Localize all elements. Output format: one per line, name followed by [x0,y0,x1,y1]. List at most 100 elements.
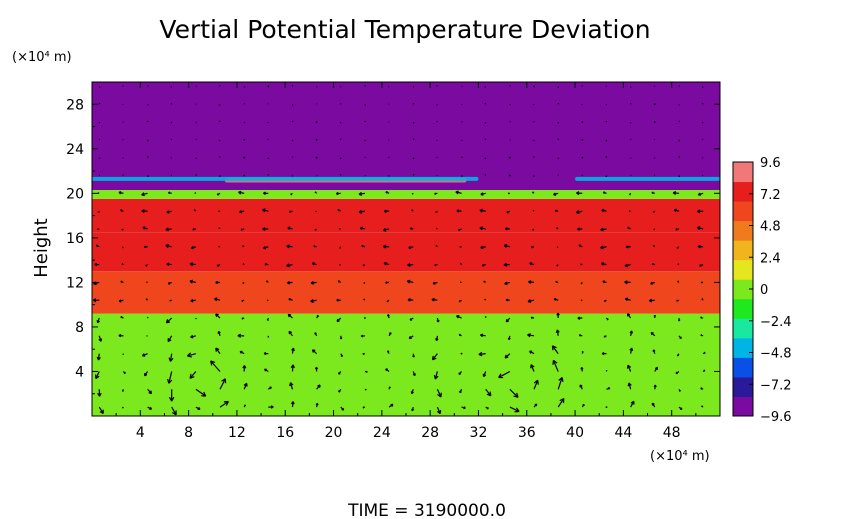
wind-vector [408,335,414,340]
colorbar-swatch [733,162,753,183]
wind-vector [606,317,609,321]
colorbar-swatch [733,298,753,319]
wind-vector [557,102,560,105]
wind-vector [507,192,510,195]
wind-vector [504,353,511,359]
wind-vector [315,138,318,141]
wind-vector [412,157,415,160]
wind-vector [339,263,341,266]
colorbar-tick-label: 9.6 [760,156,781,171]
wind-vector [266,299,269,302]
wind-vector [581,138,584,141]
wind-vector [165,227,172,232]
wind-vector [678,120,681,123]
wind-vector [286,263,293,268]
wind-vector [553,297,559,301]
wind-vector [144,245,148,249]
wind-vector [507,335,511,341]
wind-vector [407,298,414,302]
wind-vector [388,386,391,390]
wind-vector [504,227,510,231]
wind-vector [358,191,366,196]
wind-vector [412,371,416,377]
wind-vector [166,262,172,266]
wind-vector [630,86,632,89]
wind-vector [362,352,366,356]
wind-vector [168,353,174,362]
wind-vector [626,364,632,372]
wind-vector [98,86,101,89]
wind-vector [316,314,319,319]
wind-vector [431,297,438,302]
wind-vector [578,334,583,337]
wind-vector [509,388,519,398]
wind-vector [364,84,367,87]
wind-vector [581,403,585,408]
wind-vector [382,244,390,249]
wind-vector [167,335,173,343]
wind-vector [412,138,415,141]
wind-vector [190,245,197,250]
wind-vector [701,298,704,301]
field-layer-band [92,189,720,199]
wind-vector [339,138,342,141]
colorbar-tick-label: −4.8 [760,347,792,362]
wind-vector [315,121,318,123]
wind-vector [290,364,295,372]
wind-vector [532,209,535,212]
wind-vector [337,209,342,212]
wind-vector [624,280,631,285]
colorbar-swatch [733,181,753,202]
wind-vector [97,389,102,397]
colorbar-tick-label: 7.2 [760,188,781,203]
wind-vector [412,102,415,105]
wind-vector [484,174,487,176]
wind-vector [121,246,124,249]
wind-vector [192,228,196,231]
wind-vector [219,378,227,390]
wind-vector [339,173,342,176]
wind-vector [195,388,207,397]
wind-vector [676,246,680,249]
temperature-field [92,82,720,416]
wind-vector [359,226,366,231]
wind-vector [556,312,560,319]
y-axis-label: Height [31,218,52,278]
wind-vector [461,175,463,178]
wind-vector [555,329,560,336]
wind-vector [338,227,341,230]
y-tick-label: 4 [75,364,84,380]
wind-vector [436,103,438,106]
wind-vector [311,349,318,355]
wind-vector [186,352,197,358]
colorbar-swatch [733,357,753,378]
wind-vector [289,382,294,390]
wind-vector [530,246,535,249]
wind-vector [364,388,367,391]
wind-vector [243,174,246,177]
wind-vector [291,139,294,142]
wind-vector [696,209,704,214]
wind-vector [287,313,293,319]
x-tick-label: 48 [663,425,681,441]
wind-vector [675,370,680,375]
wind-vector [316,384,321,390]
wind-vector [651,262,655,266]
wind-vector [653,103,656,106]
wind-vector [97,210,100,214]
wind-vector [360,334,365,338]
y-tick-label: 24 [66,142,84,158]
colorbar-tick-label: −7.2 [760,378,792,393]
wind-vector [120,316,124,319]
wind-vector [460,352,463,355]
wind-vector [358,209,366,214]
wind-vector [701,405,704,408]
wind-vector [141,192,148,197]
wind-vector [697,192,704,196]
wind-vector [98,157,101,159]
wind-vector [483,280,487,283]
wind-vector [387,314,390,319]
wind-vector [168,389,175,402]
wind-vector [141,209,148,214]
wind-vector [170,138,173,141]
